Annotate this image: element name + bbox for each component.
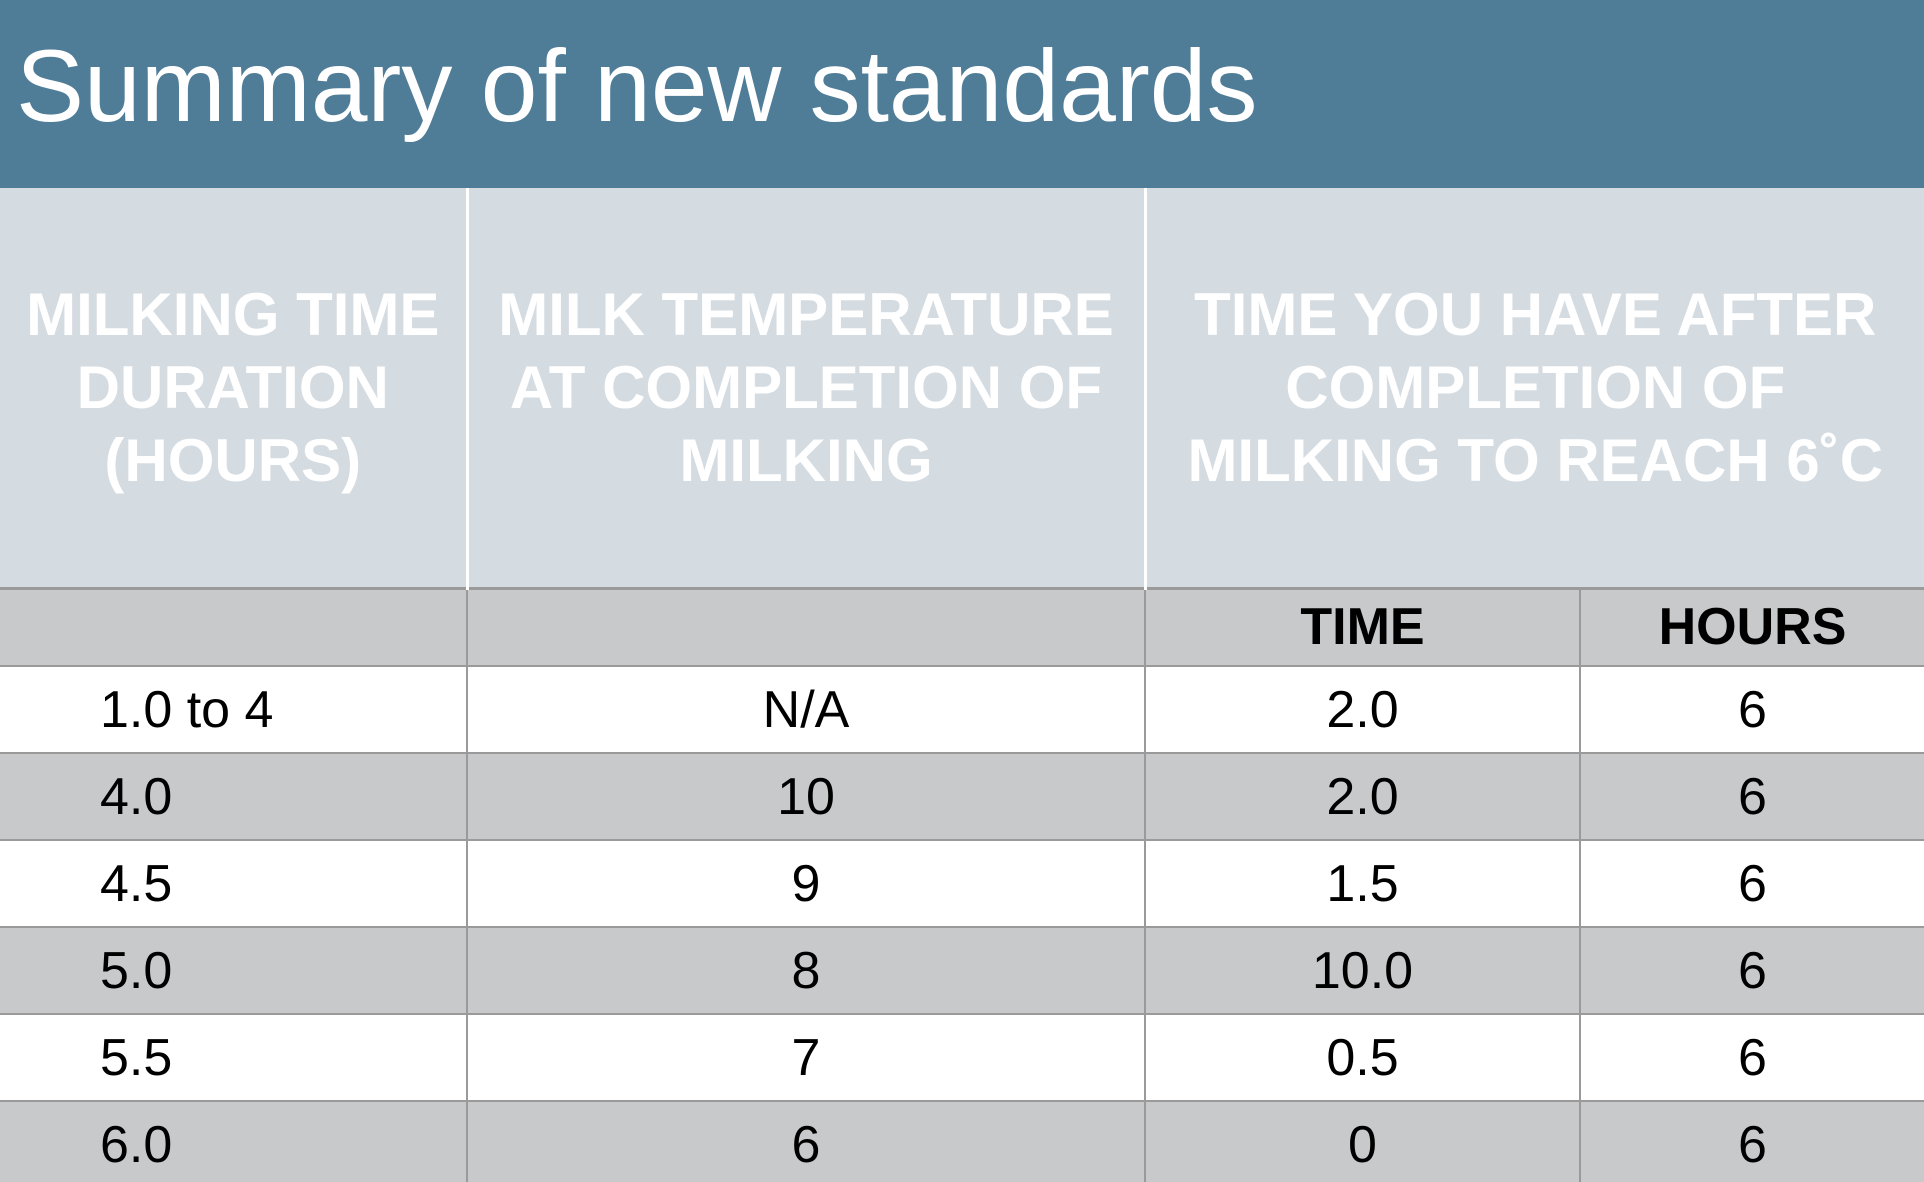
cell-hours: 6 — [1579, 926, 1924, 1014]
header-time-to-reach-label: TIME YOU HAVE AFTER COMPLETION OF MILKIN… — [1187, 280, 1884, 494]
cell-duration: 1.0 to 4 — [0, 665, 467, 753]
cell-time: 0 — [1144, 1100, 1580, 1182]
table-row: 4.0 10 2.0 6 — [0, 752, 1924, 840]
subheader-cell — [466, 586, 1145, 666]
table-row: 4.5 9 1.5 6 — [0, 839, 1924, 927]
cell-temperature: N/A — [466, 665, 1145, 753]
table-row: 1.0 to 4 N/A 2.0 6 — [0, 665, 1924, 753]
standards-table: MILKING TIME DURATION (HOURS) MILK TEMPE… — [0, 188, 1924, 1182]
cell-time: 2.0 — [1144, 665, 1580, 753]
subheader-time: TIME — [1144, 586, 1580, 666]
header-milk-temperature: MILK TEMPERATURE AT COMPLETION OF MILKIN… — [465, 188, 1145, 588]
slide-title: Summary of new standards — [16, 29, 1258, 143]
cell-time: 0.5 — [1144, 1013, 1580, 1101]
title-bar: Summary of new standards — [0, 0, 1924, 188]
header-milk-temperature-label: MILK TEMPERATURE AT COMPLETION OF MILKIN… — [498, 280, 1114, 494]
cell-duration: 6.0 — [0, 1100, 467, 1182]
cell-hours: 6 — [1579, 665, 1924, 753]
table-row: 6.0 6 0 6 — [0, 1100, 1924, 1182]
cell-temperature: 10 — [466, 752, 1145, 840]
header-milking-time-label: MILKING TIME DURATION (HOURS) — [26, 280, 440, 494]
table-row: 5.5 7 0.5 6 — [0, 1013, 1924, 1101]
cell-hours: 6 — [1579, 752, 1924, 840]
cell-temperature: 6 — [466, 1100, 1145, 1182]
cell-hours: 6 — [1579, 1100, 1924, 1182]
cell-hours: 6 — [1579, 1013, 1924, 1101]
subheader-row: TIME HOURS — [0, 586, 1924, 666]
cell-time: 2.0 — [1144, 752, 1580, 840]
header-time-to-reach: TIME YOU HAVE AFTER COMPLETION OF MILKIN… — [1143, 188, 1924, 588]
cell-duration: 4.0 — [0, 752, 467, 840]
cell-time: 1.5 — [1144, 839, 1580, 927]
cell-duration: 4.5 — [0, 839, 467, 927]
cell-hours: 6 — [1579, 839, 1924, 927]
cell-temperature: 9 — [466, 839, 1145, 927]
cell-temperature: 7 — [466, 1013, 1145, 1101]
cell-duration: 5.5 — [0, 1013, 467, 1101]
cell-temperature: 8 — [466, 926, 1145, 1014]
cell-time: 10.0 — [1144, 926, 1580, 1014]
subheader-cell — [0, 586, 467, 666]
cell-duration: 5.0 — [0, 926, 467, 1014]
header-milking-time: MILKING TIME DURATION (HOURS) — [0, 188, 467, 588]
header-row: MILKING TIME DURATION (HOURS) MILK TEMPE… — [0, 188, 1924, 588]
table-row: 5.0 8 10.0 6 — [0, 926, 1924, 1014]
subheader-hours: HOURS — [1579, 586, 1924, 666]
